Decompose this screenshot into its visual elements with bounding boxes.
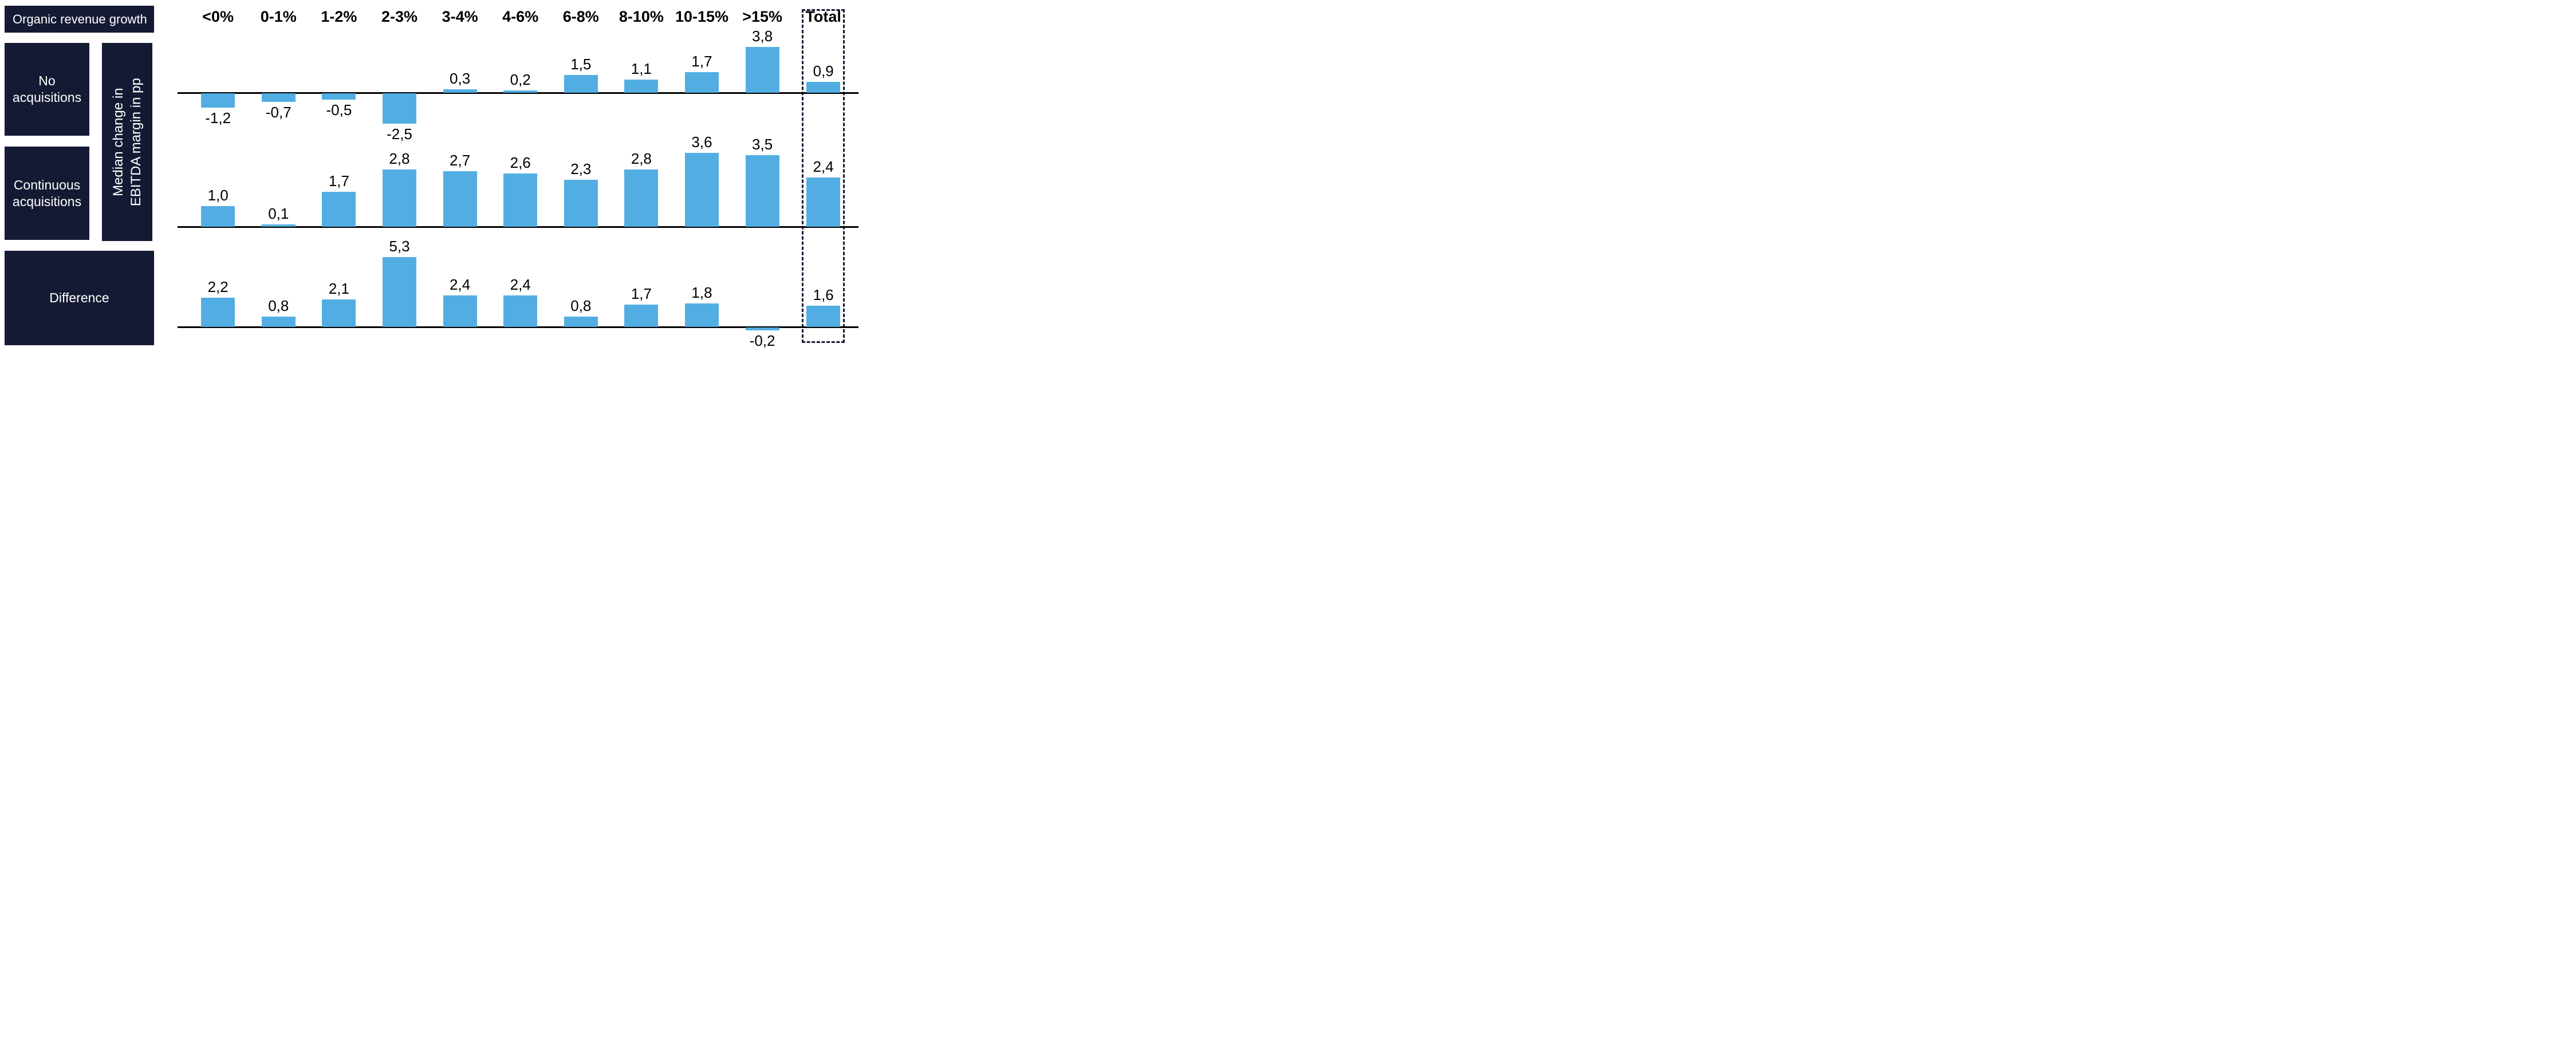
bar: [322, 192, 356, 227]
bar: [443, 295, 477, 327]
row-label-text: No acquisitions: [12, 73, 82, 105]
bar-value-label: 2,3: [570, 160, 592, 177]
bar-value-label: 1,5: [570, 55, 592, 73]
bar-value-label: 2,7: [450, 152, 471, 169]
bar: [443, 89, 477, 93]
bar: [624, 169, 659, 227]
bar: [685, 303, 719, 327]
bar-value-label: 1,7: [631, 285, 652, 302]
bar: [503, 90, 538, 93]
bar: [624, 79, 659, 93]
bar-value-label: 2,8: [389, 149, 410, 167]
bar-value-label: 2,8: [631, 149, 652, 167]
bar-value-label: 0,2: [510, 70, 531, 88]
bar: [806, 306, 841, 327]
column-header: 10-15%: [675, 8, 729, 25]
bar-value-label: 1,7: [328, 172, 349, 190]
bar-value-label: 2,4: [813, 158, 834, 176]
axis-line: [178, 226, 858, 228]
bar-value-label: 3,8: [752, 27, 773, 45]
bar-value-label: 2,6: [510, 153, 531, 171]
bar: [201, 206, 235, 227]
y-axis-label-line1: Median change in: [110, 88, 126, 196]
bar-value-label: 1,6: [813, 286, 834, 304]
bar-value-label: 2,4: [510, 275, 531, 293]
bar-value-label: -0,7: [265, 103, 292, 121]
bar: [201, 298, 235, 327]
bar: [745, 155, 779, 227]
corner-title-box: Organic revenue growth: [5, 6, 154, 33]
y-axis-label-box: Median change in EBITDA margin in pp: [102, 43, 152, 241]
bar: [624, 304, 659, 327]
column-header: <0%: [202, 8, 234, 25]
column-header: >15%: [742, 8, 782, 25]
bar-value-label: 1,7: [691, 53, 712, 70]
bar-value-label: 0,3: [450, 69, 471, 87]
bar: [745, 327, 779, 330]
bar: [806, 177, 841, 227]
bar-value-label: 2,1: [328, 279, 349, 297]
row-label-text: Difference: [49, 290, 109, 306]
column-header: 8-10%: [619, 8, 664, 25]
corner-title: Organic revenue growth: [13, 11, 147, 26]
bar: [383, 169, 416, 227]
bar: [383, 257, 416, 327]
bar: [503, 295, 538, 327]
row-label-continuous-acquisitions: Continuous acquisitions: [5, 147, 89, 240]
bar-value-label: 0,9: [813, 62, 834, 80]
total-column-dashed-box: [802, 9, 845, 343]
bar: [685, 72, 719, 93]
bar-value-label: 0,8: [268, 297, 289, 314]
bar: [503, 173, 538, 227]
bar-value-label: 1,1: [631, 60, 652, 77]
bar-value-label: 0,8: [570, 297, 592, 314]
bar-value-label: 3,5: [752, 135, 773, 153]
column-header: 1-2%: [321, 8, 357, 25]
bar: [261, 316, 296, 327]
bar: [564, 74, 598, 93]
bar-value-label: 0,1: [268, 205, 289, 223]
bar-value-label: 5,3: [389, 238, 410, 255]
column-header: 2-3%: [381, 8, 418, 25]
row-label-no-acquisitions: No acquisitions: [5, 43, 89, 136]
bar: [383, 93, 416, 124]
y-axis-label: Median change in EBITDA margin in pp: [109, 78, 145, 206]
column-header: 6-8%: [562, 8, 599, 25]
axis-line: [178, 92, 858, 94]
bar-value-label: 1,0: [207, 187, 229, 204]
bar: [261, 224, 296, 227]
bar-value-label: -0,2: [749, 331, 775, 349]
row-label-text: Continuous acquisitions: [12, 177, 82, 209]
axis-line: [178, 326, 858, 328]
bar: [564, 179, 598, 227]
bar: [322, 299, 356, 327]
bar: [685, 153, 719, 227]
bar: [261, 93, 296, 102]
column-header: 0-1%: [260, 8, 297, 25]
bar: [806, 82, 841, 93]
chart-panel: Organic revenue growth No acquisitions C…: [0, 0, 858, 350]
bar: [745, 47, 779, 93]
row-label-difference: Difference: [5, 251, 154, 345]
bar-value-label: -1,2: [205, 109, 231, 127]
column-header: 3-4%: [442, 8, 478, 25]
column-header-total: Total: [805, 8, 841, 25]
bar-value-label: -0,5: [326, 101, 352, 119]
bar-value-label: 1,8: [691, 283, 712, 301]
bar: [322, 93, 356, 100]
bar: [564, 316, 598, 327]
bar: [201, 93, 235, 108]
bar: [443, 171, 477, 227]
bar-value-label: 2,2: [207, 278, 229, 296]
bar-value-label: -2,5: [387, 125, 412, 143]
bar-value-label: 3,6: [691, 133, 712, 151]
bar-value-label: 2,4: [450, 275, 471, 293]
y-axis-label-line2: EBITDA margin in pp: [128, 77, 144, 207]
column-header: 4-6%: [502, 8, 539, 25]
